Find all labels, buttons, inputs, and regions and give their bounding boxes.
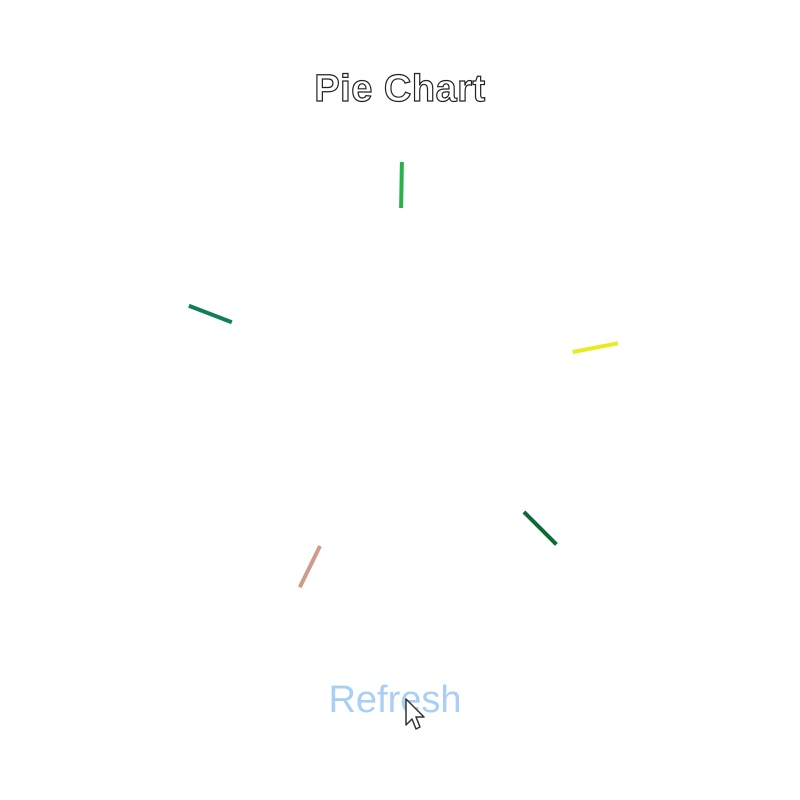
refresh-button[interactable]: Refresh [300,672,490,728]
pie-slice-divider-4 [298,545,322,589]
pie-slice-divider-3 [522,510,558,546]
mouse-pointer-icon [405,698,425,730]
pie-slice-divider-5 [188,303,233,325]
pie-slice-divider-1 [399,161,404,209]
pie-slice-divider-2 [572,341,619,354]
page-title: Pie Chart [314,67,486,110]
